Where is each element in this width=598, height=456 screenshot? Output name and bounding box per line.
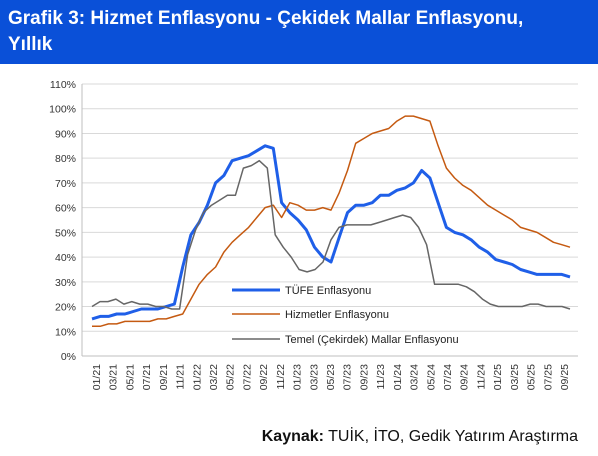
source-text: TUİK, İTO, Gedik Yatırım Araştırma (324, 428, 578, 445)
x-tick-label: 05/24 (425, 364, 437, 390)
y-tick-label: 30% (55, 277, 76, 289)
title-bar: Grafik 3: Hizmet Enflasyonu - Çekidek Ma… (0, 0, 598, 64)
legend-label: TÜFE Enflasyonu (285, 285, 371, 297)
legend-label: Hizmetler Enflasyonu (285, 309, 389, 321)
x-tick-label: 05/25 (526, 364, 538, 390)
x-tick-label: 01/22 (191, 364, 203, 390)
x-tick-label: 09/23 (358, 364, 370, 390)
x-tick-label: 07/21 (141, 364, 153, 390)
y-tick-label: 40% (55, 252, 76, 264)
y-tick-label: 60% (55, 203, 76, 215)
source-label: Kaynak: (261, 428, 324, 445)
y-tick-label: 50% (55, 227, 76, 239)
x-tick-label: 01/21 (91, 364, 103, 390)
x-tick-label: 09/21 (158, 364, 170, 390)
x-tick-label: 01/25 (492, 364, 504, 390)
x-tick-label: 07/22 (241, 364, 253, 390)
x-tick-label: 05/23 (325, 364, 337, 390)
y-tick-label: 70% (55, 178, 76, 190)
x-tick-label: 03/21 (108, 364, 120, 390)
x-tick-label: 03/23 (308, 364, 320, 390)
y-tick-label: 0% (61, 351, 76, 363)
x-tick-label: 11/24 (475, 364, 487, 390)
series-line-1 (92, 115, 571, 328)
x-tick-label: 07/24 (442, 364, 454, 390)
chart-title: Grafik 3: Hizmet Enflasyonu - Çekidek Ma… (8, 8, 524, 55)
x-axis-ticks: 01/21 03/21 05/21 07/21 09/21 11/21 01/22 03/22… (91, 364, 571, 390)
x-tick-label: 01/23 (292, 364, 304, 390)
legend-label: Temel (Çekirdek) Mallar Enflasyonu (285, 334, 459, 346)
series-line-2 (91, 159, 571, 310)
x-tick-label: 03/25 (509, 364, 521, 390)
line-chart: 0% 10% 20% 30% 40% 50% 60% 70% 80% 90% 100% 110% 01… (49, 79, 578, 390)
x-tick-label: 11/23 (375, 364, 387, 390)
y-axis-ticks: 0% 10% 20% 30% 40% 50% 60% 70% 80% 90% 100% 110% (49, 79, 76, 363)
x-tick-label: 11/21 (175, 364, 187, 390)
legend: TÜFE Enflasyonu Hizmetler Enflasyonu Temel… (232, 285, 459, 346)
x-tick-label: 09/24 (459, 364, 471, 390)
x-tick-label: 09/25 (559, 364, 571, 390)
x-tick-label: 09/22 (258, 364, 270, 390)
series-lines (91, 115, 571, 328)
x-tick-label: 11/22 (275, 364, 287, 390)
y-tick-label: 90% (55, 128, 76, 140)
y-tick-label: 80% (55, 153, 76, 165)
x-tick-label: 01/24 (392, 364, 404, 390)
x-tick-label: 05/21 (124, 364, 136, 390)
y-tick-label: 10% (55, 326, 76, 338)
x-tick-label: 03/22 (208, 364, 220, 390)
axes (81, 84, 578, 357)
x-tick-label: 03/24 (409, 364, 421, 390)
x-tick-label: 07/23 (342, 364, 354, 390)
y-tick-label: 20% (55, 302, 76, 314)
y-tick-label: 110% (50, 79, 76, 91)
x-tick-label: 05/22 (225, 364, 237, 390)
source-note: Kaynak: TUİK, İTO, Gedik Yatırım Araştır… (262, 428, 578, 446)
y-tick-label: 100% (49, 104, 76, 116)
series-line-0 (91, 144, 571, 321)
x-tick-label: 07/25 (542, 364, 554, 390)
